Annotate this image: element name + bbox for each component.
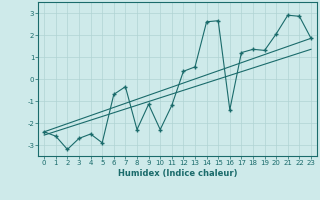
X-axis label: Humidex (Indice chaleur): Humidex (Indice chaleur) — [118, 169, 237, 178]
